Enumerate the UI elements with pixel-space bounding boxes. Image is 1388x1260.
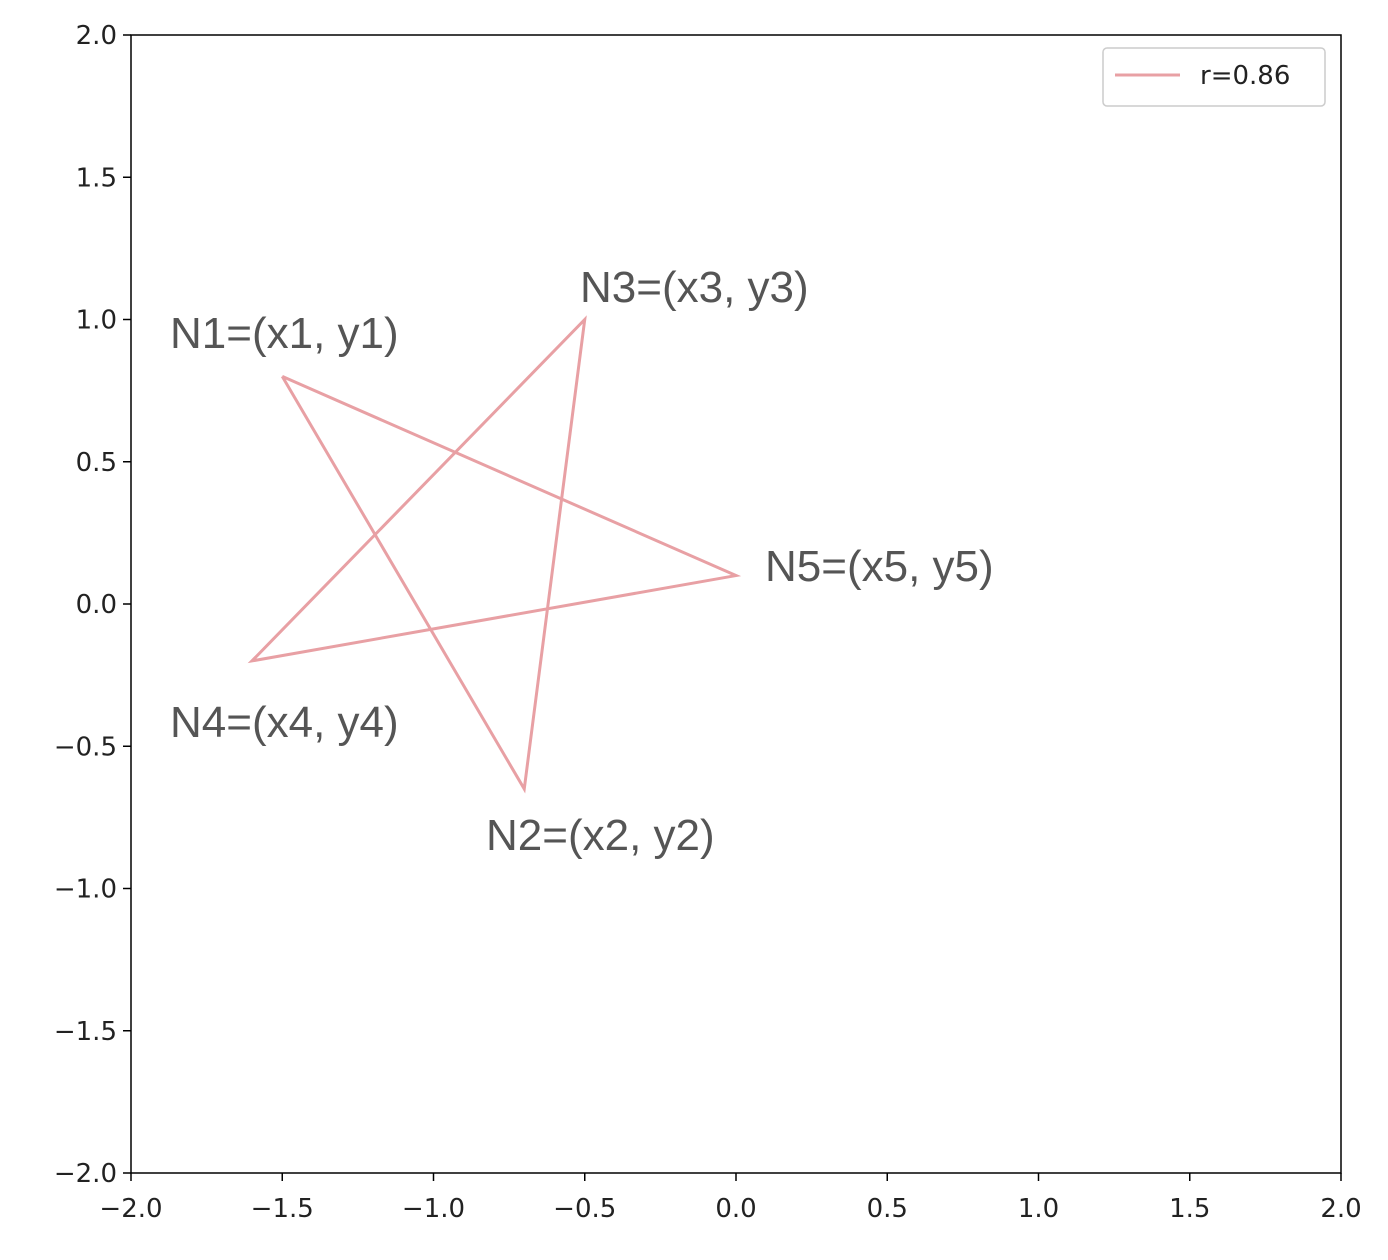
x-tick-label: −1.0	[402, 1194, 465, 1224]
x-tick-label: 1.5	[1169, 1194, 1210, 1224]
y-tick-label: 2.0	[76, 21, 117, 51]
annotation: N2=(x2, y2)	[486, 811, 715, 860]
y-tick-label: −1.5	[54, 1017, 117, 1047]
x-tick-label: −0.5	[553, 1194, 616, 1224]
y-tick-label: 1.5	[76, 163, 117, 193]
y-tick-label: −1.0	[54, 875, 117, 905]
y-tick-label: 0.0	[76, 590, 117, 620]
x-tick-label: 0.0	[715, 1194, 756, 1224]
legend-label: r=0.86	[1200, 61, 1290, 91]
y-tick-label: −2.0	[54, 1159, 117, 1189]
legend-box	[1102, 47, 1326, 107]
annotation: N4=(x4, y4)	[170, 698, 399, 747]
y-tick-label: 0.5	[76, 448, 117, 478]
x-tick-label: −1.5	[251, 1194, 314, 1224]
x-tick-label: −2.0	[99, 1194, 162, 1224]
y-tick-label: 1.0	[76, 306, 117, 336]
annotation: N1=(x1, y1)	[170, 309, 399, 358]
x-tick-label: 0.5	[867, 1194, 908, 1224]
plot-frame	[130, 34, 1342, 1174]
x-tick-label: 2.0	[1320, 1194, 1361, 1224]
x-tick-label: 1.0	[1018, 1194, 1059, 1224]
annotation: N3=(x3, y3)	[580, 263, 809, 312]
line	[247, 315, 742, 794]
annotation: N5=(x5, y5)	[765, 542, 994, 591]
y-tick-label: −0.5	[54, 732, 117, 762]
